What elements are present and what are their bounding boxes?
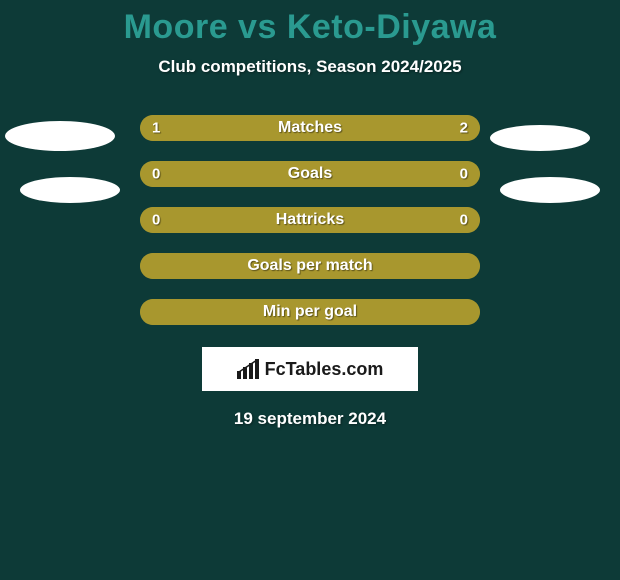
- bar-row: Min per goal: [140, 299, 480, 325]
- bar-right-fill: [310, 161, 480, 187]
- date-stamp: 19 september 2024: [0, 409, 620, 429]
- bar-right-fill: [310, 253, 480, 279]
- bar-row: 12Matches: [140, 115, 480, 141]
- comparison-bars: 12Matches 00Goals 00Hattricks Goals per mat…: [140, 115, 480, 325]
- page-subtitle: Club competitions, Season 2024/2025: [0, 57, 620, 77]
- bar-right-fill: [310, 299, 480, 325]
- decor-ellipse-right-top: [490, 125, 590, 151]
- bar-left-fill: [140, 299, 310, 325]
- bar-row: 00Goals: [140, 161, 480, 187]
- decor-ellipse-left-top: [5, 121, 115, 151]
- bar-right-fill: [252, 115, 480, 141]
- bar-right-fill: [310, 207, 480, 233]
- bar-left-fill: [140, 207, 310, 233]
- bar-chart-icon: [237, 359, 259, 379]
- bar-left-fill: [140, 253, 310, 279]
- logo-text: FcTables.com: [265, 359, 384, 380]
- bar-row: Goals per match: [140, 253, 480, 279]
- page-title: Moore vs Keto-Diyawa: [0, 0, 620, 47]
- fctables-logo: FcTables.com: [202, 347, 418, 391]
- bar-left-fill: [140, 115, 252, 141]
- decor-ellipse-right-mid: [500, 177, 600, 203]
- bar-left-fill: [140, 161, 310, 187]
- decor-ellipse-left-mid: [20, 177, 120, 203]
- bar-row: 00Hattricks: [140, 207, 480, 233]
